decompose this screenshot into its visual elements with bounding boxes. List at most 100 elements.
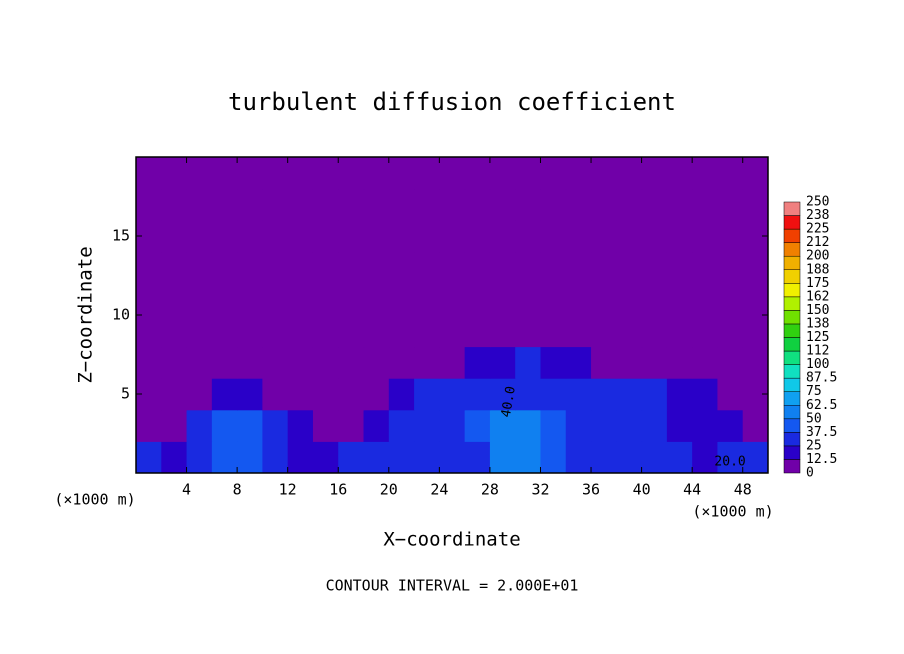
heat-cell [515,283,541,316]
heat-cell [186,315,213,348]
heat-cell [414,346,440,379]
y-tick-label: 10 [112,306,130,324]
heat-cell [464,315,491,348]
colorbar-label: 250 [806,195,829,210]
heat-cell [616,378,643,411]
heat-cell [742,441,769,474]
heat-cell [439,346,466,379]
heat-cell [591,157,617,190]
heat-cell [692,441,718,474]
heat-cell [666,409,693,442]
heat-cell [161,188,188,221]
heat-cell [591,220,617,253]
heat-cell [161,157,188,190]
heat-cell [717,251,744,284]
colorbar-label: 0 [806,466,814,481]
heat-cell [666,378,693,411]
heat-cell [186,441,213,474]
heat-cell [666,283,693,316]
heat-cell [414,220,440,253]
heat-cell [312,283,339,316]
heat-cell [237,188,263,221]
heat-cell [489,251,516,284]
colorbar-swatch [783,445,801,460]
heat-cell [338,346,365,379]
heat-cell [338,315,365,348]
heat-cell [666,346,693,379]
heat-cell [489,315,516,348]
x-unit-label: (×1000 m) [692,503,773,521]
colorbar-swatch [783,201,801,216]
colorbar-swatch [783,364,801,379]
heat-cell [641,251,668,284]
heat-cell [262,251,289,284]
heat-cell [414,157,440,190]
heat-cell [161,315,188,348]
heat-cell [565,409,592,442]
x-tick-label: 44 [683,481,701,499]
contour-label: 40.0 [499,385,519,418]
heat-cell [591,283,617,316]
colorbar-swatch [783,228,801,243]
heat-cell [287,378,314,411]
heat-cell [742,188,769,221]
heat-cell [312,251,339,284]
heat-cell [237,441,263,474]
heat-cell [717,441,744,474]
heat-cell [591,315,617,348]
heat-cell [414,283,440,316]
colorbar-swatch [783,459,801,474]
heat-cell [439,220,466,253]
heat-cell [540,441,567,474]
colorbar-label: 150 [806,303,829,318]
heat-cell [515,315,541,348]
heat-cell [717,409,744,442]
heat-cell [515,251,541,284]
x-tick-label: 32 [531,481,549,499]
x-tick-label: 40 [633,481,651,499]
heat-cell [312,409,339,442]
heat-cell [641,441,668,474]
colorbar-label: 200 [806,249,829,264]
heat-cell [338,251,365,284]
heat-cell [692,346,718,379]
heat-cell [464,251,491,284]
heat-cell [388,251,415,284]
heat-cell [641,283,668,316]
colorbar-swatch [783,391,801,406]
heat-cell [262,220,289,253]
heat-cell [692,220,718,253]
heat-cell [338,220,365,253]
heat-cell [641,220,668,253]
colorbar-swatch [783,350,801,365]
heat-cell [186,283,213,316]
heat-cell [414,188,440,221]
heat-cell [211,283,238,316]
x-tick-label: 8 [233,481,242,499]
heat-cell [692,157,718,190]
heat-cell [464,220,491,253]
colorbar-swatch [783,255,801,271]
heat-cell [666,188,693,221]
heat-cell [161,251,188,284]
heat-cell [388,378,415,411]
heat-cell [186,157,213,190]
heat-cell [287,346,314,379]
y-axis-label: Z−coordinate [75,246,97,383]
heat-cell [363,346,390,379]
x-tick-label: 48 [734,481,752,499]
heat-cell [616,283,643,316]
heat-cell [363,441,390,474]
colorbar-label: 112 [806,344,829,359]
heat-cell [186,346,213,379]
heat-cell [641,315,668,348]
heat-cell [616,220,643,253]
heat-cell [540,188,567,221]
colorbar-label: 87.5 [806,371,837,386]
heat-cell [666,251,693,284]
x-tick-label: 24 [430,481,448,499]
heat-cell [186,378,213,411]
heat-cell [211,409,238,442]
heat-cell [515,220,541,253]
heat-cell [540,409,567,442]
